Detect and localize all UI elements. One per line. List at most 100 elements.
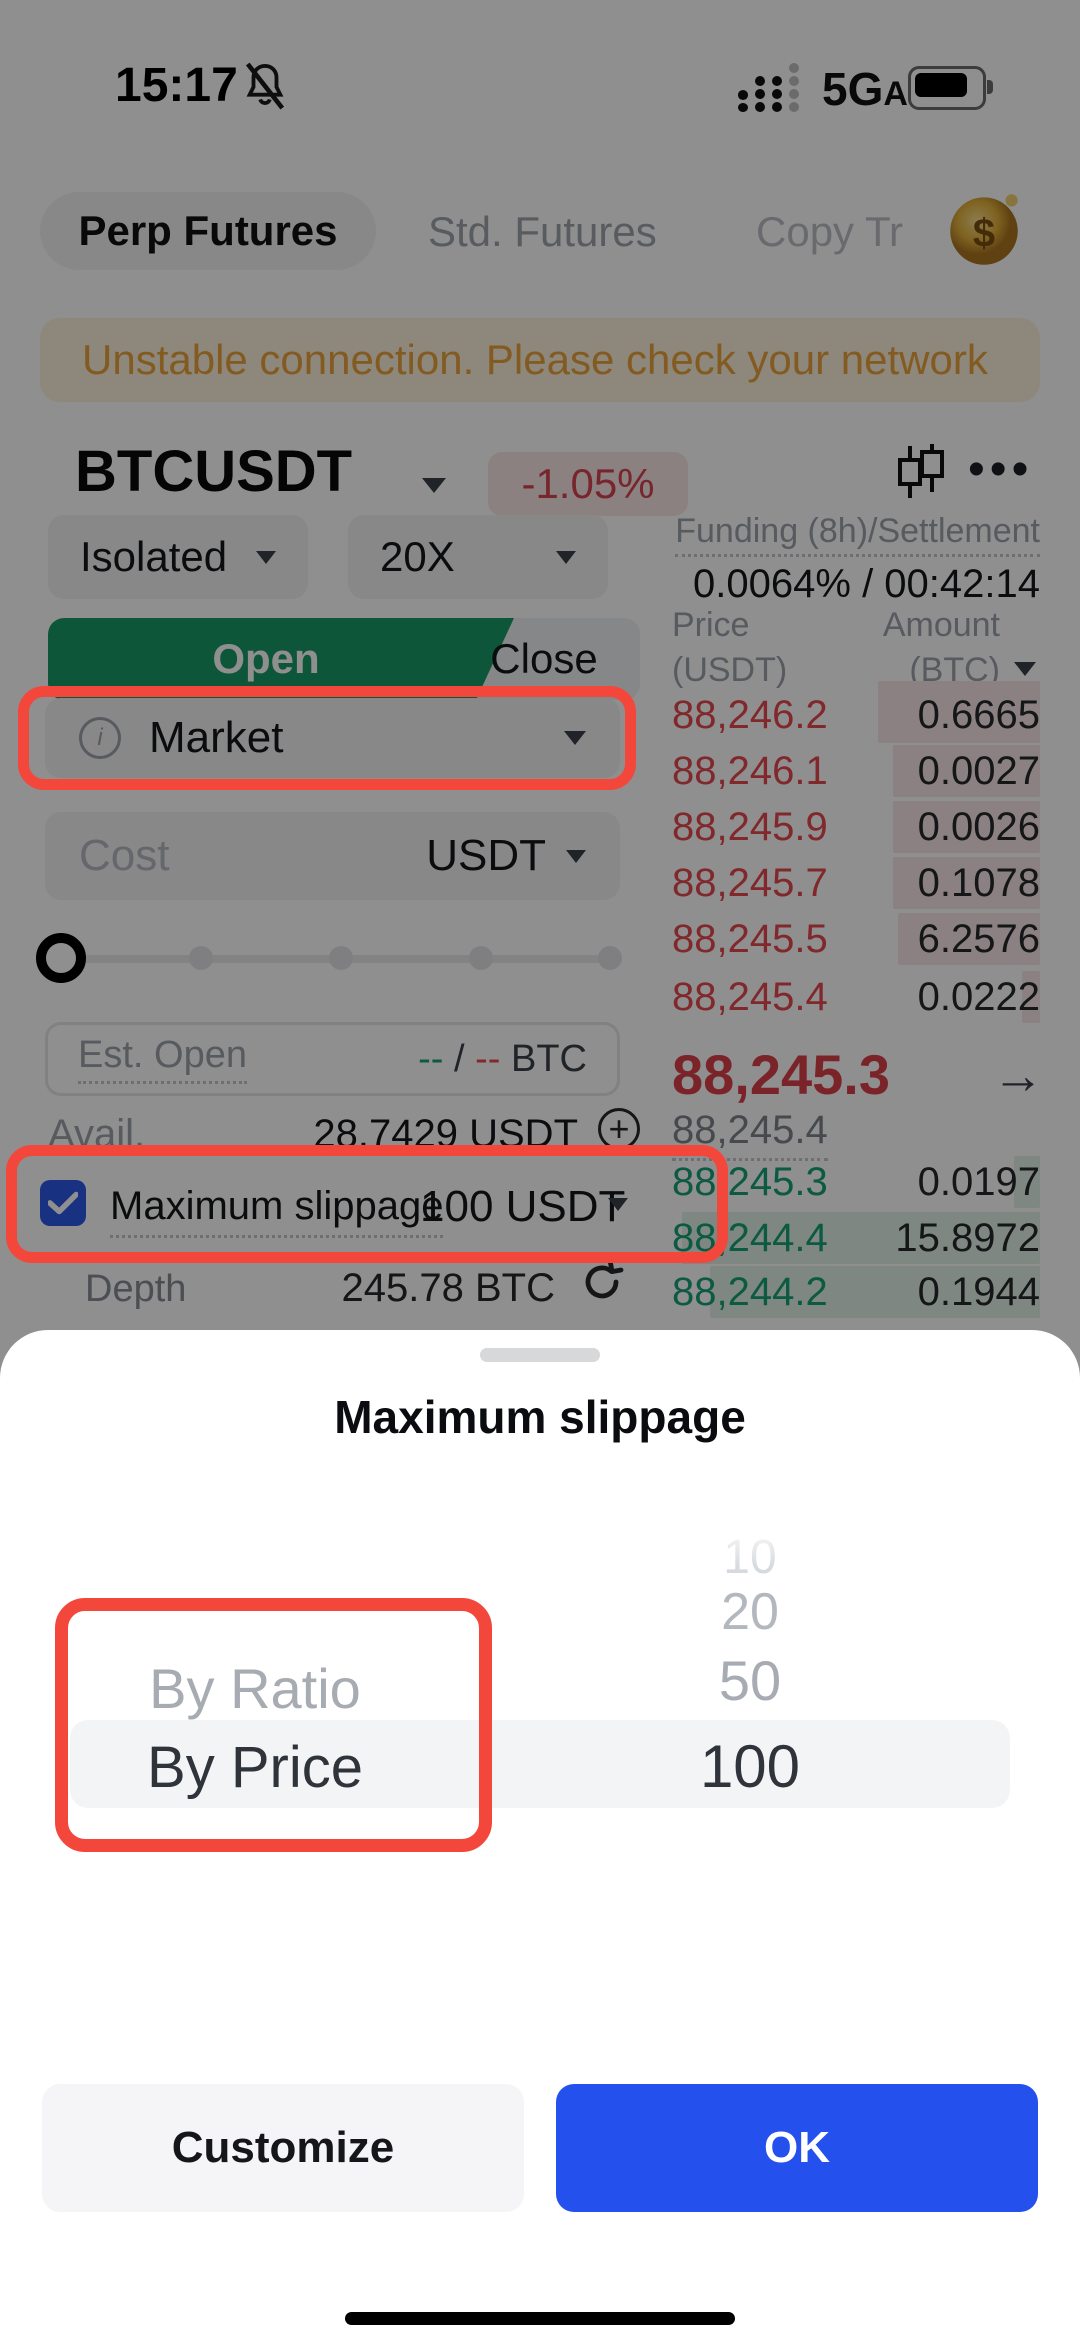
ask-amount: 0.6665 bbox=[917, 692, 1040, 737]
orderbook-expand-arrow-icon[interactable]: → bbox=[992, 1047, 1044, 1105]
chevron-down-icon bbox=[566, 849, 586, 863]
bid-amount: 0.0197 bbox=[917, 1159, 1040, 1204]
ask-price: 88,245.4 bbox=[672, 974, 828, 1019]
refresh-icon[interactable] bbox=[578, 1258, 626, 1306]
chevron-down-icon bbox=[608, 1198, 628, 1211]
ask-amount: 0.0026 bbox=[917, 804, 1040, 849]
svg-text:$: $ bbox=[973, 211, 995, 255]
slippage-label: Maximum slippage bbox=[110, 1184, 444, 1238]
chevron-down-icon bbox=[256, 550, 276, 564]
picker-top-fade bbox=[0, 1522, 1080, 1568]
est-short-value: -- bbox=[475, 1037, 501, 1080]
tab-label: Perp Futures bbox=[78, 207, 338, 254]
ask-price: 88,246.1 bbox=[672, 748, 828, 793]
ask-row[interactable]: 88,246.2 0.6665 bbox=[672, 681, 1040, 743]
funding-value: 0.0064% / 00:42:14 bbox=[693, 562, 1040, 606]
signal-icon bbox=[738, 63, 808, 112]
slider-thumb[interactable] bbox=[36, 933, 86, 983]
slider-stop[interactable] bbox=[189, 946, 213, 970]
sheet-drag-handle[interactable] bbox=[480, 1348, 600, 1362]
promo-badge-icon[interactable]: $ bbox=[938, 182, 1030, 274]
amount-header-label: Amount bbox=[882, 606, 1000, 644]
modal-backdrop[interactable] bbox=[0, 0, 1080, 1400]
connection-warning-banner: Unstable connection. Please check your n… bbox=[40, 318, 1040, 402]
margin-mode-select[interactable]: Isolated bbox=[48, 515, 308, 599]
chevron-down-icon bbox=[564, 731, 586, 745]
ok-button[interactable]: OK bbox=[556, 2084, 1038, 2212]
slippage-value-select[interactable]: 100 USDT bbox=[420, 1182, 625, 1232]
tab-label: Copy Tr bbox=[756, 208, 904, 255]
amount-unit-selector-icon[interactable] bbox=[1014, 662, 1036, 676]
est-open-label: Est. Open bbox=[78, 1034, 247, 1084]
index-price: 88,245.4 bbox=[672, 1108, 828, 1161]
est-open-box: Est. Open -- / -- BTC bbox=[45, 1022, 620, 1096]
funding-label: Funding (8h)/Settlement bbox=[675, 512, 1040, 557]
slider-stop[interactable] bbox=[469, 946, 493, 970]
info-icon: i bbox=[79, 717, 121, 759]
ask-row[interactable]: 88,245.7 0.1078 bbox=[672, 855, 1040, 911]
ask-row[interactable]: 88,245.5 6.2576 bbox=[672, 911, 1040, 967]
network-type: 5GA bbox=[822, 62, 908, 116]
annotation-box-slippage-row bbox=[6, 1145, 728, 1263]
tab-perp-futures[interactable]: Perp Futures bbox=[40, 192, 376, 270]
sheet-title: Maximum slippage bbox=[334, 1391, 746, 1443]
bell-muted-icon bbox=[245, 62, 285, 110]
network-5g: 5G bbox=[822, 63, 884, 115]
depth-label: Depth bbox=[85, 1268, 187, 1310]
order-type-select[interactable]: i Market bbox=[45, 698, 620, 778]
cost-currency-select[interactable]: USDT bbox=[426, 831, 546, 880]
ask-price: 88,246.2 bbox=[672, 692, 828, 737]
ask-price: 88,245.9 bbox=[672, 804, 828, 849]
price-header-label: Price bbox=[672, 606, 750, 644]
chart-candles-icon[interactable] bbox=[892, 442, 948, 502]
bid-row[interactable]: 88,245.3 0.0197 bbox=[672, 1154, 1040, 1210]
bid-row[interactable]: 88,244.4 15.8972 bbox=[672, 1210, 1040, 1266]
more-options-icon[interactable]: ••• bbox=[968, 443, 1034, 496]
tab-copy-trading[interactable]: Copy Tr bbox=[756, 208, 903, 256]
status-time: 15:17 bbox=[115, 59, 238, 112]
tab-std-futures[interactable]: Std. Futures bbox=[428, 208, 657, 256]
symbol-chevron-down-icon[interactable] bbox=[422, 478, 446, 493]
bid-row[interactable]: 88,244.2 0.1944 bbox=[672, 1264, 1040, 1320]
ask-row[interactable]: 88,246.1 0.0027 bbox=[672, 743, 1040, 799]
slippage-checkbox[interactable] bbox=[40, 1180, 86, 1226]
symbol-selector[interactable]: BTCUSDT bbox=[75, 438, 352, 505]
slider-stop[interactable] bbox=[329, 946, 353, 970]
picker-mode-by-ratio[interactable]: By Ratio bbox=[149, 1657, 361, 1720]
picker-value-50[interactable]: 50 bbox=[718, 1649, 782, 1712]
slider-stop[interactable] bbox=[598, 946, 622, 970]
leverage-select[interactable]: 20X bbox=[348, 515, 608, 599]
ask-amount: 6.2576 bbox=[917, 916, 1040, 961]
battery-icon bbox=[908, 66, 993, 110]
bid-amount: 15.8972 bbox=[895, 1215, 1040, 1260]
bid-price: 88,245.3 bbox=[672, 1159, 828, 1204]
est-unit: BTC bbox=[511, 1037, 587, 1080]
index-price-value: 88,245.4 bbox=[672, 1108, 828, 1161]
leverage-value: 20X bbox=[380, 533, 455, 580]
picker-value-20[interactable]: 20 bbox=[721, 1583, 779, 1641]
ask-amount: 0.1078 bbox=[917, 860, 1040, 905]
depth-value: 245.78 BTC bbox=[341, 1266, 555, 1310]
customize-button[interactable]: Customize bbox=[42, 2084, 524, 2212]
maximum-slippage-sheet: Maximum slippage By Ratio By Price 10 20… bbox=[0, 1330, 1080, 2348]
last-price: 88,245.3 bbox=[672, 1043, 890, 1106]
picker-value-100[interactable]: 100 bbox=[699, 1733, 801, 1800]
chevron-down-icon bbox=[556, 550, 576, 564]
funding-settlement: Funding (8h)/Settlement bbox=[640, 512, 1040, 557]
slippage-label-text: Maximum slippage bbox=[110, 1184, 444, 1238]
cost-input[interactable]: Cost USDT bbox=[45, 812, 620, 900]
slippage-value: 100 USDT bbox=[420, 1182, 626, 1231]
ask-amount: 0.0027 bbox=[917, 748, 1040, 793]
ask-amount: 0.0222 bbox=[917, 974, 1040, 1019]
tab-close[interactable]: Close bbox=[448, 618, 640, 700]
order-type-value: Market bbox=[149, 713, 284, 762]
ask-row[interactable]: 88,245.9 0.0026 bbox=[672, 799, 1040, 855]
ask-row[interactable]: 88,245.4 0.0222 bbox=[672, 969, 1040, 1025]
warning-text: Unstable connection. Please check your n… bbox=[82, 336, 988, 383]
customize-label: Customize bbox=[171, 2123, 395, 2172]
symbol-label: BTCUSDT bbox=[75, 439, 353, 504]
picker-mode-by-price[interactable]: By Price bbox=[147, 1735, 363, 1800]
picker-selected-row bbox=[70, 1720, 1010, 1808]
bid-amount: 0.1944 bbox=[917, 1269, 1040, 1314]
